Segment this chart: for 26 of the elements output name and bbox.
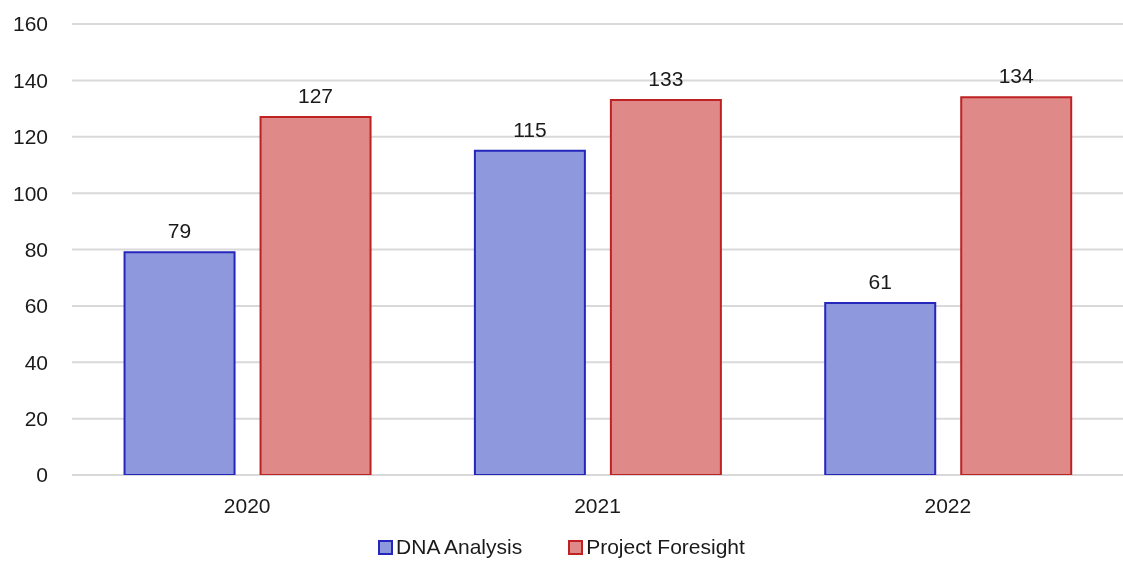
data-label: 79 (167, 219, 192, 243)
y-tick-label: 40 (24, 350, 48, 374)
x-tick-label: 2020 (223, 493, 271, 517)
bar (609, 99, 722, 475)
y-tick-label: 120 (12, 125, 48, 149)
data-label: 134 (998, 64, 1035, 88)
y-tick-label: 0 (36, 463, 48, 487)
y-tick-label: 20 (24, 407, 48, 431)
data-label: 133 (648, 67, 684, 91)
bar (960, 96, 1073, 475)
data-label: 127 (298, 84, 334, 108)
x-tick-label: 2022 (924, 493, 972, 517)
y-tick-label: 60 (24, 294, 48, 318)
data-label: 61 (868, 270, 892, 294)
bar (824, 302, 937, 475)
legend-label: DNA Analysis (396, 535, 523, 559)
bar (123, 251, 236, 475)
y-tick-label: 100 (12, 181, 48, 205)
x-tick-label: 2021 (574, 493, 621, 517)
y-tick-label: 140 (12, 68, 48, 92)
y-tick-label: 80 (24, 237, 48, 261)
bar (473, 149, 586, 475)
data-label: 115 (513, 117, 547, 141)
y-tick-label: 160 (12, 12, 48, 36)
legend-label: Project Foresight (586, 535, 745, 559)
bar (259, 116, 372, 475)
